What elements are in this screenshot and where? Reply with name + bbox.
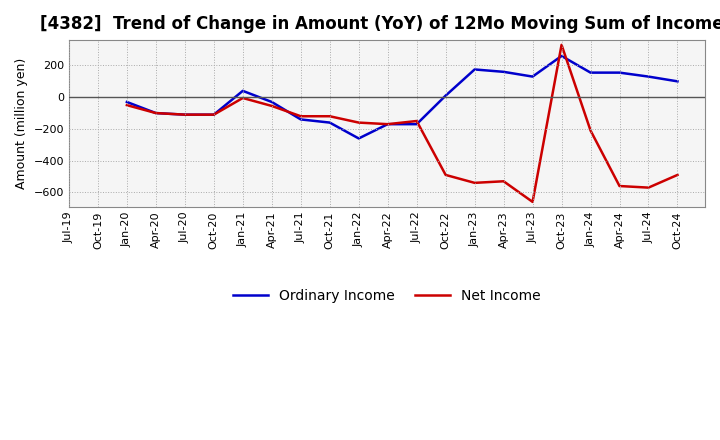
Net Income <box>151 110 160 116</box>
Ordinary Income <box>499 69 508 74</box>
Net Income <box>499 179 508 184</box>
Ordinary Income <box>557 53 566 59</box>
Ordinary Income <box>383 121 392 127</box>
Net Income <box>673 172 682 178</box>
Net Income <box>557 42 566 48</box>
Title: [4382]  Trend of Change in Amount (YoY) of 12Mo Moving Sum of Incomes: [4382] Trend of Change in Amount (YoY) o… <box>40 15 720 33</box>
Net Income <box>354 120 363 125</box>
Y-axis label: Amount (million yen): Amount (million yen) <box>15 58 28 189</box>
Ordinary Income <box>297 117 305 122</box>
Ordinary Income <box>354 136 363 141</box>
Ordinary Income <box>441 93 450 98</box>
Ordinary Income <box>528 74 537 79</box>
Ordinary Income <box>210 112 218 117</box>
Ordinary Income <box>181 112 189 117</box>
Net Income <box>586 128 595 133</box>
Net Income <box>297 114 305 119</box>
Ordinary Income <box>615 70 624 75</box>
Ordinary Income <box>151 110 160 116</box>
Ordinary Income <box>586 70 595 75</box>
Net Income <box>238 95 247 101</box>
Net Income <box>181 112 189 117</box>
Net Income <box>383 121 392 127</box>
Net Income <box>122 103 131 108</box>
Net Income <box>528 199 537 205</box>
Net Income <box>615 183 624 189</box>
Net Income <box>413 118 421 124</box>
Ordinary Income <box>413 121 421 127</box>
Ordinary Income <box>122 99 131 105</box>
Net Income <box>470 180 479 186</box>
Ordinary Income <box>673 79 682 84</box>
Ordinary Income <box>267 99 276 105</box>
Legend: Ordinary Income, Net Income: Ordinary Income, Net Income <box>228 283 546 308</box>
Net Income <box>644 185 653 190</box>
Line: Ordinary Income: Ordinary Income <box>127 56 678 139</box>
Ordinary Income <box>238 88 247 94</box>
Ordinary Income <box>644 74 653 79</box>
Ordinary Income <box>470 67 479 72</box>
Net Income <box>210 112 218 117</box>
Net Income <box>325 114 334 119</box>
Line: Net Income: Net Income <box>127 45 678 202</box>
Ordinary Income <box>325 120 334 125</box>
Net Income <box>267 103 276 109</box>
Net Income <box>441 172 450 178</box>
